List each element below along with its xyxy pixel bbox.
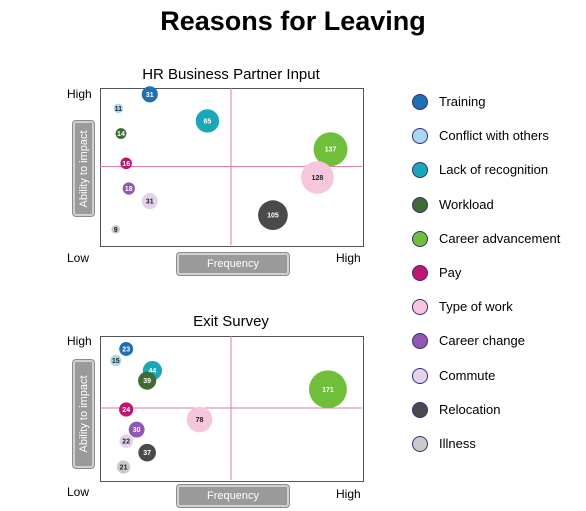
y-axis-label-box: Ability to impact	[73, 360, 94, 468]
bubble-label-career-change: 18	[125, 186, 133, 193]
bubble-label-career-change: 30	[133, 427, 141, 434]
y-axis-label: Ability to impact	[77, 375, 90, 453]
legend-label: Relocation	[439, 401, 501, 417]
legend-label: Conflict with others	[439, 128, 549, 144]
legend-swatch	[412, 299, 428, 316]
legend-swatch	[412, 367, 428, 384]
legend-swatch	[412, 436, 428, 452]
legend-swatch	[412, 230, 428, 247]
x-high-label: High	[336, 487, 361, 501]
bubble-training	[119, 342, 134, 356]
legend-item-training: Training	[412, 92, 582, 112]
legend-item-career-advancement: Career advancement	[412, 229, 582, 249]
legend-swatch	[412, 401, 428, 418]
x-axis-label-box: Frequency	[177, 253, 289, 275]
bubble-label-career-advancement: 137	[325, 147, 337, 154]
bubble-relocation	[138, 443, 156, 462]
bubble-conflict-with-others	[113, 103, 124, 114]
bubble-pay	[120, 157, 132, 170]
y-low-label: Low	[67, 485, 90, 499]
legend-label: Type of work	[439, 299, 513, 315]
legend-label: Pay	[439, 265, 462, 280]
bubble-label-relocation: 105	[267, 213, 279, 220]
y-high-label: High	[67, 87, 92, 101]
chart-title: Reasons for Leaving	[160, 6, 426, 36]
legend-label: Workload	[439, 196, 494, 212]
bubble-career-change	[128, 421, 145, 438]
legend-item-conflict-with-others: Conflict with others	[412, 126, 582, 146]
legend-swatch	[412, 128, 428, 145]
legend-swatch	[412, 94, 428, 110]
bubble-label-career-advancement: 171	[322, 387, 334, 394]
bubble-illness	[111, 224, 121, 234]
bubble-label-pay: 24	[122, 407, 130, 414]
legend-label: Lack of recognition	[439, 162, 549, 178]
bubble-career-advancement	[313, 132, 348, 167]
bubble-training	[141, 86, 158, 103]
bubble-label-lack-of-recognition: 65	[204, 118, 212, 125]
bubble-label-type-of-work: 128	[312, 175, 324, 182]
legend-item-lack-of-recognition: Lack of recognition	[412, 160, 582, 180]
bubble-type-of-work	[301, 161, 334, 194]
bubble-label-conflict-with-others: 11	[115, 106, 123, 113]
legend-swatch	[412, 265, 428, 281]
legend-swatch	[412, 196, 428, 213]
legend-label: Commute	[439, 367, 496, 383]
bubble-label-commute: 22	[122, 439, 130, 446]
legend-item-pay: Pay	[412, 263, 582, 283]
bubble-relocation	[258, 200, 288, 231]
panel-title-exit: Exit Survey	[193, 313, 269, 330]
x-high-label: High	[336, 251, 361, 265]
bubble-label-type-of-work: 78	[196, 417, 204, 424]
y-high-label: High	[67, 334, 92, 348]
bubble-label-illness: 9	[114, 227, 118, 234]
bubble-label-training: 31	[146, 92, 154, 99]
legend-label: Career advancement	[439, 230, 561, 246]
bubble-commute	[119, 434, 134, 448]
bubble-label-relocation: 37	[143, 450, 151, 457]
panel-title-hr: HR Business Partner Input	[142, 66, 320, 83]
legend-label: Illness	[439, 436, 476, 451]
bubble-commute	[141, 192, 158, 210]
legend-swatch	[412, 162, 428, 179]
bubble-lack-of-recognition	[195, 109, 220, 133]
bubble-label-illness: 21	[120, 465, 128, 472]
bubble-workload	[138, 371, 157, 390]
y-axis-label: Ability to impact	[77, 129, 90, 208]
legend-label: Career change	[439, 333, 525, 349]
bubble-conflict-with-others	[110, 354, 122, 367]
legend-label: Training	[439, 94, 486, 109]
legend-item-illness: Illness	[412, 434, 582, 454]
legend-item-relocation: Relocation	[412, 400, 582, 420]
bubble-pay	[119, 402, 134, 417]
bubble-workload	[115, 128, 127, 139]
bubble-label-commute: 31	[146, 199, 154, 206]
legend-item-commute: Commute	[412, 366, 582, 386]
y-low-label: Low	[67, 251, 90, 265]
legend-item-type-of-work: Type of work	[412, 297, 582, 317]
legend-item-career-change: Career change	[412, 331, 582, 351]
bubble-label-pay: 16	[122, 161, 130, 168]
bubble-label-training: 23	[122, 346, 130, 353]
bubble-label-workload: 14	[117, 131, 125, 138]
bubble-label-lack-of-recognition: 44	[149, 368, 157, 375]
x-axis-label-box: Frequency	[177, 485, 289, 507]
legend-item-workload: Workload	[412, 195, 582, 215]
bubble-career-change	[122, 182, 135, 195]
bubble-label-conflict-with-others: 15	[112, 358, 120, 365]
bubble-illness	[116, 460, 131, 474]
bubble-career-advancement	[308, 370, 347, 409]
bubble-type-of-work	[186, 406, 213, 433]
y-axis-label-box: Ability to impact	[73, 121, 94, 216]
bubble-plot-hr: 31 11 65 14 137 16 128 18 31 105 9	[100, 86, 362, 245]
bubble-label-workload: 39	[143, 378, 151, 385]
legend-swatch	[412, 333, 428, 350]
